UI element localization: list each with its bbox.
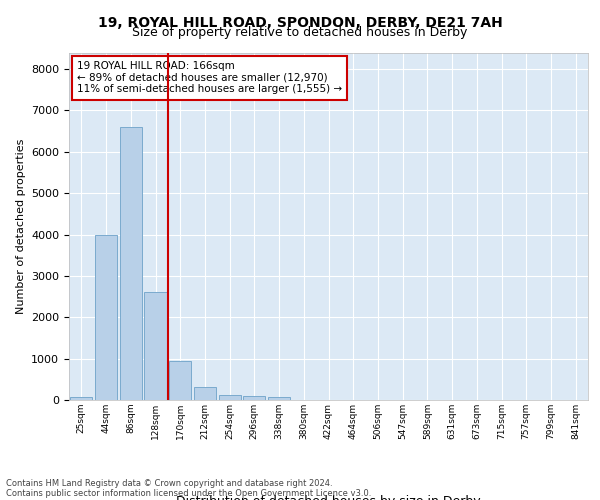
Y-axis label: Number of detached properties: Number of detached properties xyxy=(16,138,26,314)
Bar xyxy=(95,236,117,400)
Bar xyxy=(145,292,167,400)
Text: Contains public sector information licensed under the Open Government Licence v3: Contains public sector information licen… xyxy=(6,488,371,498)
Text: 19 ROYAL HILL ROAD: 166sqm
← 89% of detached houses are smaller (12,970)
11% of : 19 ROYAL HILL ROAD: 166sqm ← 89% of deta… xyxy=(77,61,342,94)
Bar xyxy=(218,395,241,400)
Text: Size of property relative to detached houses in Derby: Size of property relative to detached ho… xyxy=(133,26,467,39)
Bar xyxy=(243,396,265,400)
Text: 19, ROYAL HILL ROAD, SPONDON, DERBY, DE21 7AH: 19, ROYAL HILL ROAD, SPONDON, DERBY, DE2… xyxy=(98,16,502,30)
Bar xyxy=(194,387,216,400)
Text: Contains HM Land Registry data © Crown copyright and database right 2024.: Contains HM Land Registry data © Crown c… xyxy=(6,478,332,488)
Bar xyxy=(169,360,191,400)
Bar xyxy=(268,396,290,400)
Bar xyxy=(70,396,92,400)
X-axis label: Distribution of detached houses by size in Derby: Distribution of detached houses by size … xyxy=(176,494,481,500)
Bar xyxy=(119,127,142,400)
